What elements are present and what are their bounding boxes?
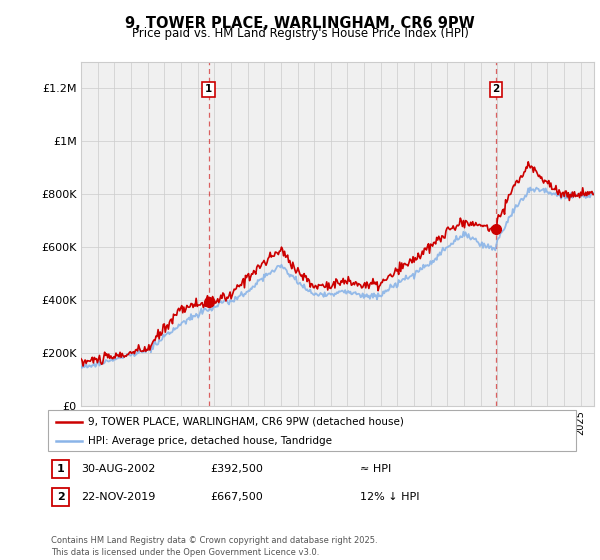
Text: 22-NOV-2019: 22-NOV-2019 [81,492,155,502]
Text: 9, TOWER PLACE, WARLINGHAM, CR6 9PW (detached house): 9, TOWER PLACE, WARLINGHAM, CR6 9PW (det… [88,417,403,427]
Text: 2: 2 [57,492,64,502]
Text: ≈ HPI: ≈ HPI [360,464,391,474]
Text: £392,500: £392,500 [210,464,263,474]
Text: 30-AUG-2002: 30-AUG-2002 [81,464,155,474]
Text: 1: 1 [205,85,212,95]
Text: HPI: Average price, detached house, Tandridge: HPI: Average price, detached house, Tand… [88,436,332,446]
Text: 12% ↓ HPI: 12% ↓ HPI [360,492,419,502]
Text: 1: 1 [57,464,64,474]
Text: Contains HM Land Registry data © Crown copyright and database right 2025.
This d: Contains HM Land Registry data © Crown c… [51,536,377,557]
Text: £667,500: £667,500 [210,492,263,502]
Text: 9, TOWER PLACE, WARLINGHAM, CR6 9PW: 9, TOWER PLACE, WARLINGHAM, CR6 9PW [125,16,475,31]
Text: 2: 2 [492,85,499,95]
Text: Price paid vs. HM Land Registry's House Price Index (HPI): Price paid vs. HM Land Registry's House … [131,27,469,40]
